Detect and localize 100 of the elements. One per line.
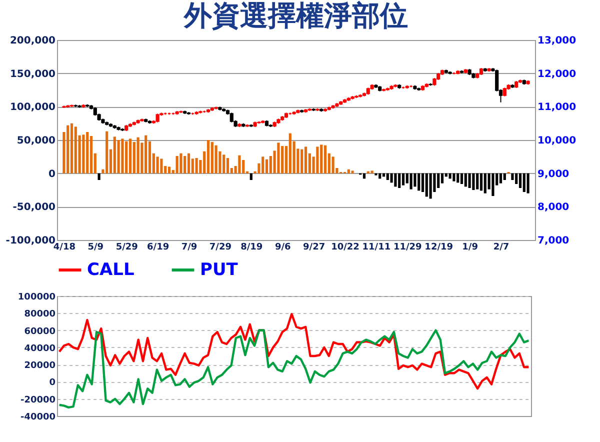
bar — [195, 158, 198, 174]
y2-tick-label: 7,000 — [538, 236, 570, 246]
y-tick-label: -40000 — [20, 412, 56, 422]
y-tick-label: 150,000 — [10, 68, 56, 80]
legend-label: CALL — [87, 260, 134, 280]
bar — [418, 173, 420, 191]
y2-tick-label: 11,000 — [538, 102, 576, 114]
y-tick-label: 40000 — [24, 344, 56, 354]
bar — [184, 156, 186, 174]
y-tick-label: -50,000 — [12, 202, 56, 214]
y-tick-label: 60000 — [24, 326, 56, 337]
bar — [90, 136, 93, 174]
x-tick-label: 11/11 — [362, 242, 391, 252]
bar — [214, 145, 218, 174]
y-tick-label: 0 — [49, 378, 56, 388]
x-tick-label: 4/18 — [53, 242, 76, 252]
bar — [121, 138, 124, 174]
bar — [476, 173, 479, 190]
y-tick-label: 20000 — [24, 361, 56, 372]
bar — [320, 144, 323, 174]
bar — [452, 173, 456, 182]
bar — [136, 137, 140, 174]
bar — [222, 154, 226, 174]
bar — [187, 153, 190, 174]
bar — [480, 173, 483, 191]
bar — [106, 131, 108, 174]
bar — [378, 173, 382, 179]
bar — [410, 173, 412, 190]
bar — [82, 134, 85, 174]
y2-tick-label: 13,000 — [538, 36, 576, 46]
bar — [464, 173, 467, 187]
x-tick-label: 10/22 — [331, 242, 360, 252]
bar — [66, 125, 70, 174]
bar — [125, 141, 128, 174]
x-tick-label: 2/7 — [493, 242, 510, 252]
bar — [238, 155, 241, 174]
bar — [281, 146, 284, 174]
x-tick-label: 6/19 — [147, 242, 170, 252]
bar — [144, 135, 148, 174]
bar — [156, 156, 159, 174]
bar — [499, 173, 502, 184]
bar — [300, 149, 304, 174]
bar — [515, 173, 518, 184]
bar — [347, 169, 350, 174]
bar — [226, 158, 230, 174]
y2-tick-label: 8,000 — [538, 202, 570, 214]
line-series — [58, 329, 530, 409]
bar — [414, 173, 416, 187]
x-tick-label: 8/19 — [240, 242, 263, 252]
x-tick-label: 9/6 — [274, 242, 291, 252]
bar — [98, 173, 100, 180]
bar — [176, 156, 178, 174]
bar — [425, 173, 428, 197]
x-tick-label: 1/9 — [462, 242, 478, 252]
x-tick-label: 12/19 — [424, 242, 454, 252]
bar — [265, 159, 268, 174]
bar — [262, 156, 264, 174]
y-tick-label: 50,000 — [16, 136, 56, 146]
bar — [86, 132, 89, 174]
bar — [394, 173, 397, 187]
bar — [472, 173, 475, 190]
bar — [429, 173, 432, 199]
bar — [492, 173, 494, 196]
candlestick — [230, 112, 234, 123]
x-tick-label: 7/29 — [209, 242, 232, 252]
bar — [386, 173, 389, 180]
bar — [437, 173, 440, 188]
bar — [390, 173, 393, 183]
legend-label: PUT — [200, 260, 238, 280]
bar — [460, 173, 464, 184]
bar — [398, 173, 401, 188]
bar — [351, 170, 354, 174]
line-series — [58, 312, 530, 390]
bar — [332, 156, 334, 174]
y2-tick-label: 9,000 — [538, 168, 570, 180]
bar — [210, 142, 214, 174]
x-tick-label: 7/9 — [181, 242, 198, 252]
candlestick — [495, 69, 499, 92]
bar — [74, 126, 77, 174]
y-tick-label: 100,000 — [10, 102, 56, 114]
bar — [160, 158, 163, 174]
bar — [484, 173, 486, 194]
y-tick-label: 80000 — [24, 310, 56, 320]
bar — [324, 145, 327, 174]
bar — [402, 173, 405, 186]
bar — [206, 140, 210, 174]
bar — [526, 173, 530, 194]
chart-title: 外資選擇權淨部位 — [183, 0, 408, 32]
bar — [518, 173, 522, 188]
y-tick-label: 0 — [48, 168, 56, 180]
x-tick-label: 5/29 — [116, 242, 138, 252]
x-tick-label: 5/9 — [88, 242, 104, 252]
x-tick-label: 9/27 — [303, 242, 326, 252]
bar — [448, 173, 452, 179]
x-tick-label: 11/29 — [393, 242, 422, 252]
bar — [128, 138, 132, 174]
bar — [522, 173, 526, 192]
bar — [168, 166, 171, 174]
bar — [511, 173, 514, 180]
bar — [456, 173, 460, 183]
